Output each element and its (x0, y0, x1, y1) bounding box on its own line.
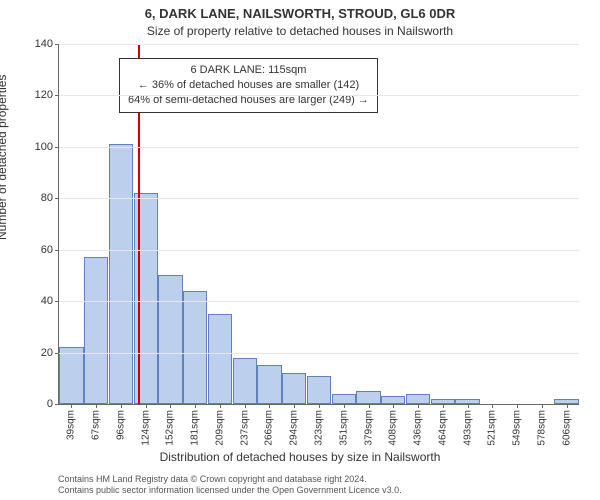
x-tick-label: 323sqm (314, 410, 325, 446)
y-tick-mark (55, 44, 59, 45)
histogram-bar (59, 347, 83, 404)
x-tick-mark (418, 404, 419, 408)
y-tick-mark (55, 147, 59, 148)
y-tick-mark (55, 95, 59, 96)
gridline (59, 353, 579, 354)
histogram-bar (208, 314, 232, 404)
x-tick-label: 209sqm (214, 410, 225, 446)
y-tick-label: 140 (35, 38, 53, 50)
page-subtitle: Size of property relative to detached ho… (0, 24, 600, 38)
x-tick-mark (369, 404, 370, 408)
y-tick-label: 80 (41, 192, 53, 204)
callout-line-2: ← 36% of detached houses are smaller (14… (128, 78, 369, 93)
footnote-line-3: Contains public sector information licen… (58, 485, 402, 496)
x-tick-mark (269, 404, 270, 408)
y-tick-mark (55, 301, 59, 302)
x-axis-label: Distribution of detached houses by size … (0, 450, 600, 464)
histogram-bar (183, 291, 207, 404)
x-tick-label: 152sqm (165, 410, 176, 446)
x-tick-label: 39sqm (66, 410, 77, 440)
histogram-bar (282, 373, 306, 404)
histogram-bar (406, 394, 430, 404)
x-tick-mark (121, 404, 122, 408)
x-tick-mark (468, 404, 469, 408)
x-tick-label: 464sqm (437, 410, 448, 446)
y-axis-label: Number of detached properties (0, 75, 9, 240)
x-tick-label: 578sqm (536, 410, 547, 446)
x-tick-mark (393, 404, 394, 408)
x-tick-mark (517, 404, 518, 408)
y-tick-label: 100 (35, 141, 53, 153)
x-tick-mark (170, 404, 171, 408)
gridline (59, 250, 579, 251)
gridline (59, 147, 579, 148)
x-tick-mark (443, 404, 444, 408)
gridline (59, 44, 579, 45)
gridline (59, 198, 579, 199)
x-tick-mark (492, 404, 493, 408)
x-tick-label: 549sqm (512, 410, 523, 446)
x-tick-label: 237sqm (239, 410, 250, 446)
chart-plot-area: 6 DARK LANE: 115sqm ← 36% of detached ho… (58, 44, 579, 405)
x-tick-label: 294sqm (289, 410, 300, 446)
histogram-bar (109, 144, 133, 404)
y-tick-label: 20 (41, 347, 53, 359)
y-tick-label: 120 (35, 89, 53, 101)
x-tick-label: 493sqm (462, 410, 473, 446)
x-tick-mark (344, 404, 345, 408)
x-tick-label: 436sqm (413, 410, 424, 446)
histogram-bar (158, 275, 182, 404)
x-tick-label: 67sqm (91, 410, 102, 440)
x-tick-mark (294, 404, 295, 408)
x-tick-mark (319, 404, 320, 408)
y-tick-label: 60 (41, 244, 53, 256)
x-tick-mark (195, 404, 196, 408)
y-tick-mark (55, 404, 59, 405)
footnote-line-1: Contains HM Land Registry data © Crown c… (58, 474, 402, 485)
footnote: Contains HM Land Registry data © Crown c… (58, 474, 402, 497)
y-tick-mark (55, 353, 59, 354)
x-tick-mark (567, 404, 568, 408)
gridline (59, 95, 579, 96)
y-tick-label: 0 (47, 398, 53, 410)
x-tick-mark (96, 404, 97, 408)
histogram-bar (332, 394, 356, 404)
x-tick-label: 181sqm (190, 410, 201, 446)
gridline (59, 301, 579, 302)
x-tick-label: 521sqm (487, 410, 498, 446)
x-tick-mark (542, 404, 543, 408)
x-tick-mark (245, 404, 246, 408)
histogram-bar (84, 257, 108, 404)
x-tick-label: 96sqm (115, 410, 126, 440)
x-tick-label: 379sqm (363, 410, 374, 446)
histogram-bar (307, 376, 331, 404)
callout-box: 6 DARK LANE: 115sqm ← 36% of detached ho… (119, 58, 378, 113)
callout-line-1: 6 DARK LANE: 115sqm (128, 63, 369, 78)
histogram-bar (356, 391, 380, 404)
x-tick-label: 351sqm (338, 410, 349, 446)
y-tick-mark (55, 250, 59, 251)
x-tick-mark (146, 404, 147, 408)
histogram-bar (381, 396, 405, 404)
histogram-bar (257, 365, 281, 404)
histogram-bar (233, 358, 257, 404)
x-tick-mark (71, 404, 72, 408)
x-tick-label: 266sqm (264, 410, 275, 446)
page-title: 6, DARK LANE, NAILSWORTH, STROUD, GL6 0D… (0, 6, 600, 21)
y-tick-mark (55, 198, 59, 199)
x-tick-label: 124sqm (140, 410, 151, 446)
x-tick-label: 606sqm (561, 410, 572, 446)
x-tick-mark (220, 404, 221, 408)
x-tick-label: 408sqm (388, 410, 399, 446)
y-tick-label: 40 (41, 295, 53, 307)
